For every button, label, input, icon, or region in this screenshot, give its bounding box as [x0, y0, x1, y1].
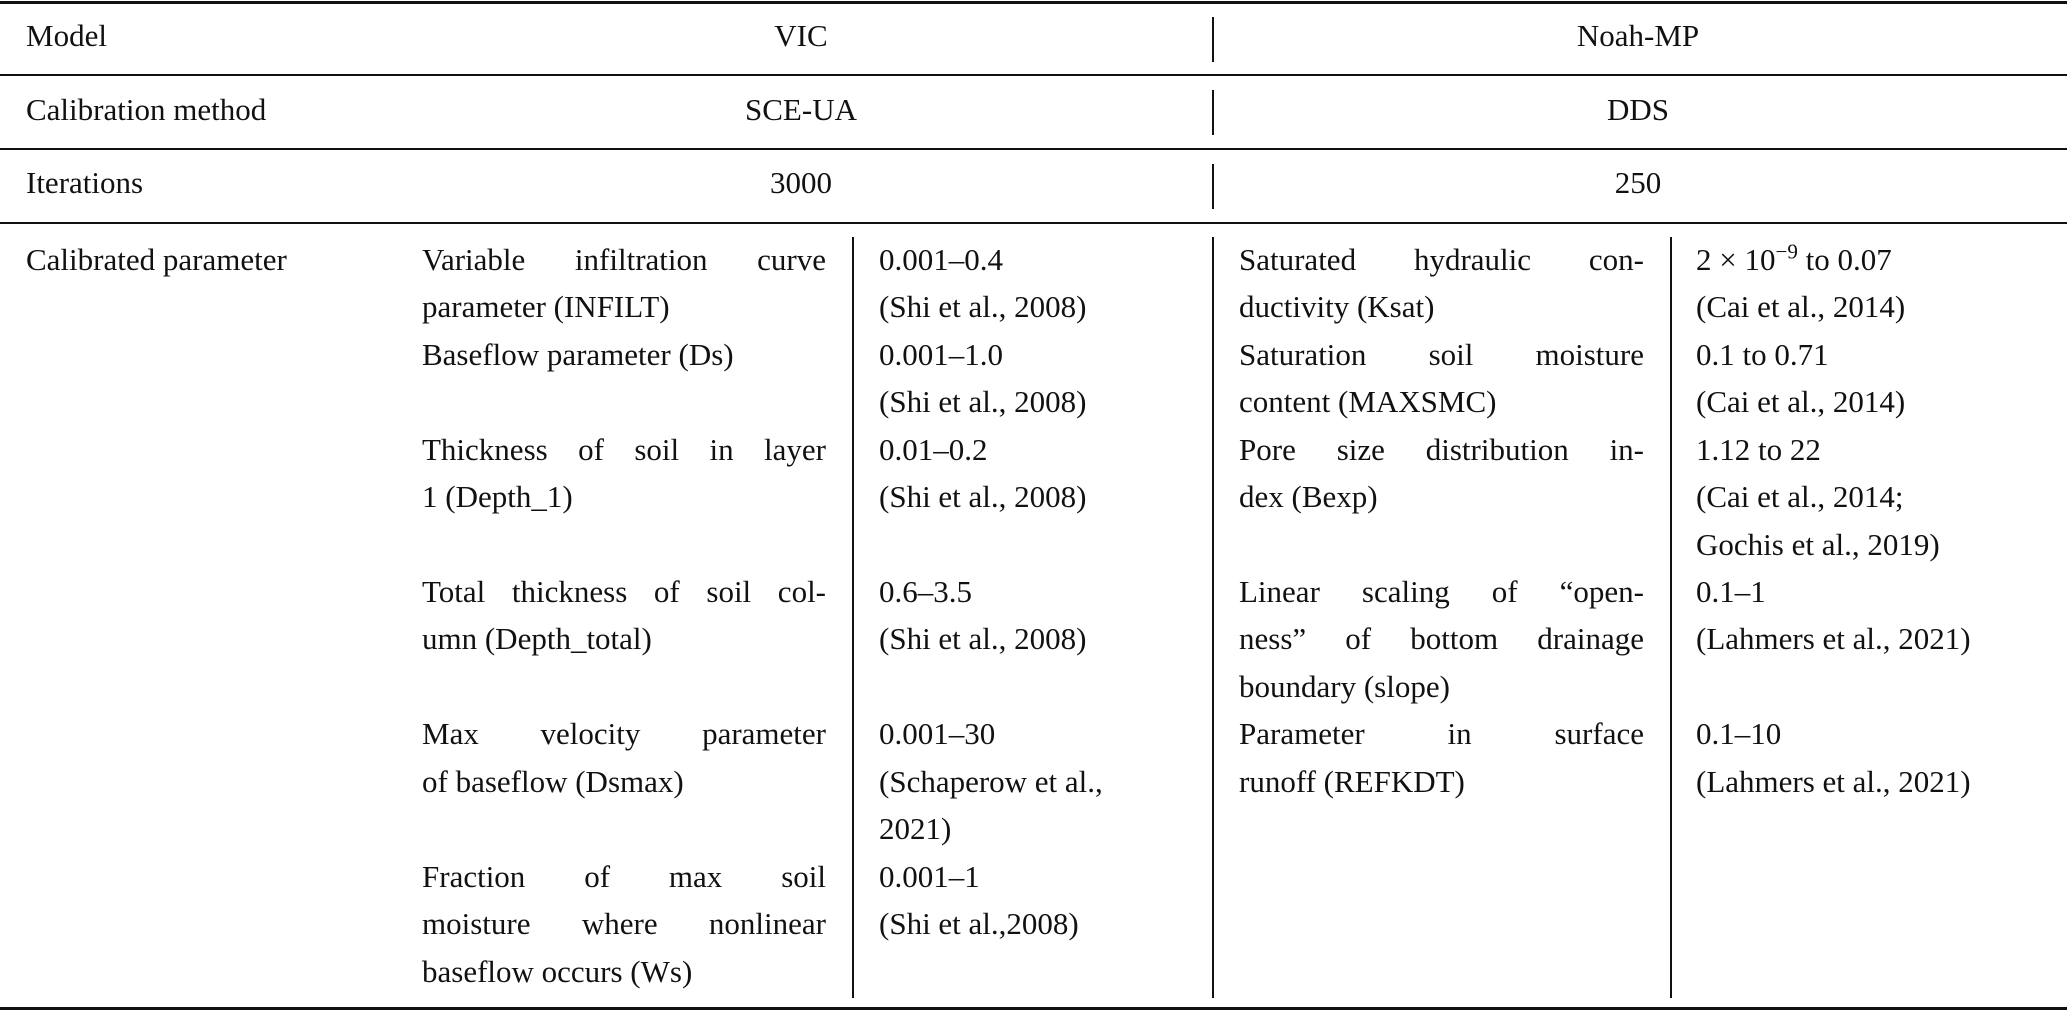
noah-parameter-name: Parameter in surface: [1239, 716, 1644, 752]
vic-cell: SCE-UA: [745, 91, 857, 127]
noah-parameter-range: 0.1 to 0.71: [1696, 336, 1829, 372]
noah-parameter-name: Saturation soil moisture: [1239, 336, 1644, 372]
noah-parameter-range: (Cai et al., 2014): [1696, 289, 1906, 325]
vic-parameter-name: Fraction of max soil: [422, 858, 826, 894]
vic-parameter-range: (Shi et al., 2008): [879, 384, 1087, 420]
bottom-rule: [0, 1007, 2067, 1010]
noah-parameter-name: runoff (REFKDT): [1239, 763, 1465, 799]
column-divider: [1670, 237, 1672, 998]
noah-cell: 250: [1614, 165, 1662, 201]
row-label: Calibration method: [26, 91, 267, 127]
noah-parameter-range: Gochis et al., 2019): [1696, 526, 1940, 562]
row-rule: [0, 74, 2067, 76]
vic-parameter-range: 2021): [879, 811, 952, 847]
vic-parameter-name: Baseflow parameter (Ds): [422, 336, 734, 372]
vic-cell: 3000: [770, 165, 832, 201]
column-divider: [1212, 164, 1214, 209]
noah-parameter-range: 0.1–10: [1696, 716, 1782, 752]
vic-parameter-name: Thickness of soil in layer: [422, 431, 826, 467]
noah-parameter-range: (Lahmers et al., 2021): [1696, 621, 1971, 657]
column-divider: [1212, 17, 1214, 62]
noah-parameter-name: dex (Bexp): [1239, 479, 1378, 515]
range-base: 2 × 10: [1696, 241, 1776, 277]
vic-parameter-range: (Schaperow et al.,: [879, 763, 1103, 799]
vic-parameter-range: 0.001–1.0: [879, 336, 1003, 372]
vic-parameter-range: 0.001–1: [879, 858, 980, 894]
noah-cell: DDS: [1606, 91, 1669, 127]
noah-parameter-range: 0.1–1: [1696, 574, 1766, 610]
vic-parameter-range: 0.6–3.5: [879, 574, 972, 610]
vic-parameter-name: baseflow occurs (Ws): [422, 953, 693, 989]
vic-parameter-range: (Shi et al.,2008): [879, 906, 1079, 942]
noah-parameter-range: (Cai et al., 2014): [1696, 384, 1906, 420]
row-label: Model: [26, 17, 107, 53]
vic-parameter-name: Max velocity parameter: [422, 716, 826, 752]
range-exponent: −9: [1775, 239, 1798, 264]
column-divider: [1212, 90, 1214, 135]
vic-parameter-range: (Shi et al., 2008): [879, 621, 1087, 657]
vic-parameter-range: (Shi et al., 2008): [879, 289, 1087, 325]
noah-parameter-name: ductivity (Ksat): [1239, 289, 1435, 325]
column-divider: [1212, 237, 1214, 998]
noah-parameter-name: Saturated hydraulic con-: [1239, 241, 1644, 277]
noah-parameter-name: boundary (slope): [1239, 668, 1450, 704]
noah-parameter-range: 2 × 10−9 to 0.07: [1696, 236, 1892, 283]
vic-parameter-name: parameter (INFILT): [422, 289, 670, 325]
noah-parameter-name: Pore size distribution in-: [1239, 431, 1644, 467]
noah-parameter-range: (Cai et al., 2014;: [1696, 479, 1904, 515]
top-rule: [0, 1, 2067, 4]
noah-cell: Noah-MP: [1576, 17, 1700, 53]
vic-cell: VIC: [774, 17, 828, 53]
noah-parameter-name: Linear scaling of “open-: [1239, 574, 1644, 610]
row-rule: [0, 222, 2067, 224]
vic-parameter-range: (Shi et al., 2008): [879, 479, 1087, 515]
row-rule: [0, 148, 2067, 150]
row-label: Calibrated parameter: [26, 241, 287, 277]
vic-parameter-range: 0.01–0.2: [879, 431, 988, 467]
noah-parameter-range: 1.12 to 22: [1696, 431, 1821, 467]
vic-parameter-name: of baseflow (Dsmax): [422, 763, 684, 799]
vic-parameter-name: Variable infiltration curve: [422, 241, 826, 277]
row-label: Iterations: [26, 165, 144, 201]
column-divider: [852, 237, 854, 998]
vic-parameter-name: moisture where nonlinear: [422, 906, 826, 942]
vic-parameter-name: 1 (Depth_1): [422, 479, 573, 515]
range-tail: to 0.07: [1797, 241, 1892, 277]
noah-parameter-range: (Lahmers et al., 2021): [1696, 763, 1971, 799]
noah-parameter-name: ness” of bottom drainage: [1239, 621, 1644, 657]
vic-parameter-name: umn (Depth_total): [422, 621, 652, 657]
vic-parameter-range: 0.001–30: [879, 716, 996, 752]
vic-parameter-name: Total thickness of soil col-: [422, 574, 826, 610]
noah-parameter-name: content (MAXSMC): [1239, 384, 1497, 420]
vic-parameter-range: 0.001–0.4: [879, 241, 1003, 277]
